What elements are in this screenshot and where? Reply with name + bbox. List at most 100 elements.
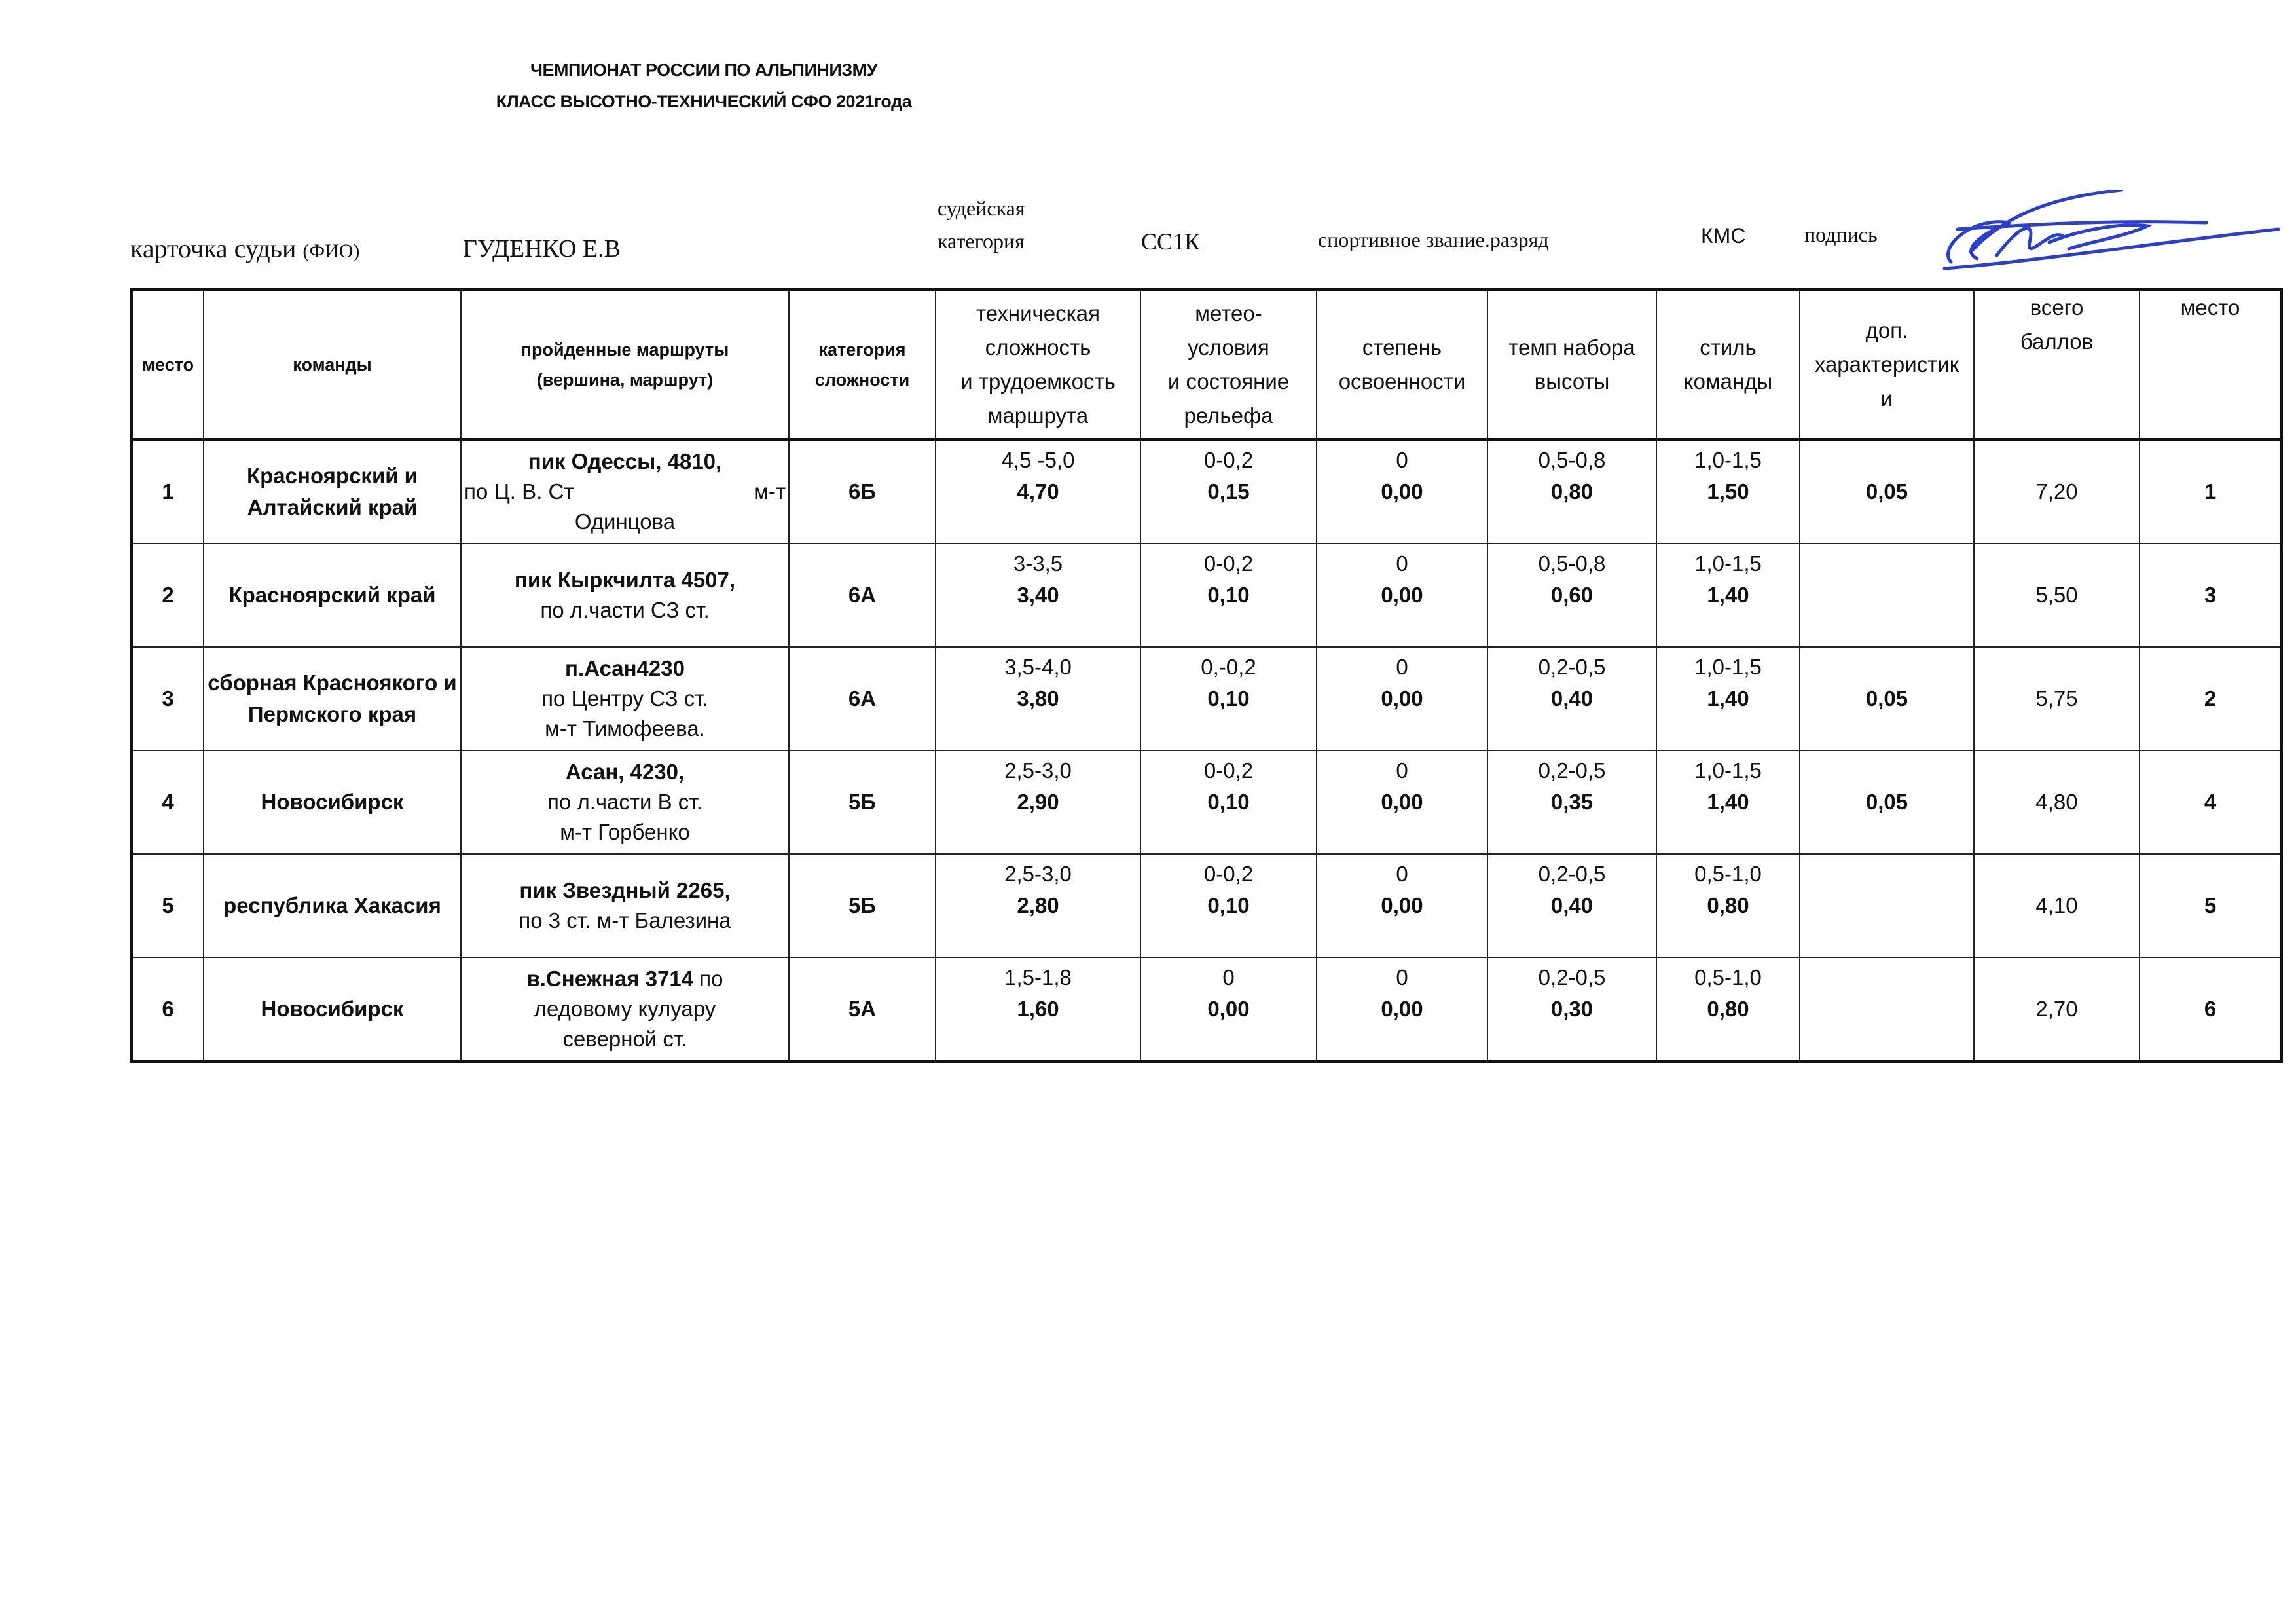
style-score-value: 1,40	[1707, 790, 1749, 814]
difficulty-category: 6Б	[788, 439, 936, 544]
difficulty-category: 5Б	[788, 853, 936, 958]
style-score-range: 1,0-1,5	[1694, 655, 1762, 679]
mastery-score-range: 0	[1396, 758, 1408, 783]
pace-score-range: 0,2-0,5	[1538, 965, 1606, 989]
extra-score	[1799, 853, 1975, 958]
route-cell: пик Кыркчилта 4507, по л.части СЗ ст.	[460, 543, 790, 648]
team-name: республика Хакасия	[203, 853, 462, 958]
route-line: по л.части СЗ ст.	[464, 595, 786, 625]
judge-category-value: СС1К	[1141, 229, 1201, 255]
rank-label: спортивное звание.разряд	[1318, 228, 1549, 251]
style-score-value: 1,40	[1707, 686, 1749, 710]
route-cell: в.Снежная 3714 по ледовому кулуару северно…	[460, 957, 790, 1062]
meteo-score-value: 0,10	[1207, 686, 1250, 710]
mastery-score-range: 0	[1396, 655, 1408, 679]
route-line: м-т Тимофеева.	[464, 714, 786, 744]
table-header-row: место команды пройденные маршруты (вершина…	[131, 289, 2282, 440]
route-line-text: м-т Тимофеева.	[545, 716, 705, 741]
route-title-bold: в.Снежная 3714	[526, 967, 694, 991]
total-score: 4,10	[1973, 853, 2140, 958]
signature	[1942, 190, 2280, 270]
pace-score-value: 0,60	[1550, 583, 1594, 607]
column-header-final-place: место	[2139, 289, 2282, 440]
meteo-score-cell: 0-0,2 0,10	[1140, 543, 1317, 648]
total-score: 5,75	[1973, 646, 2140, 751]
fio-label: (ФИО)	[302, 240, 360, 262]
final-place: 6	[2139, 957, 2282, 1062]
style-score-value: 1,40	[1707, 583, 1749, 607]
signature-label: подпись	[1804, 223, 1878, 246]
technical-score-range: 4,5 -5,0	[1001, 448, 1075, 472]
pace-score-value: 0,30	[1550, 997, 1594, 1021]
extra-score: 0,05	[1799, 646, 1975, 751]
row-number: 2	[131, 543, 204, 648]
column-header-team: команды	[203, 289, 462, 440]
row-number: 3	[131, 646, 204, 751]
total-score: 4,80	[1973, 750, 2140, 855]
technical-score-range: 1,5-1,8	[1004, 965, 1072, 989]
row-number: 4	[131, 750, 204, 855]
route-title-bold: п.Асан4230	[565, 656, 685, 680]
route-line-text: северной ст.	[562, 1027, 687, 1051]
mastery-score-range: 0	[1396, 965, 1408, 989]
meteo-score-value: 0,10	[1207, 790, 1250, 814]
judge-category-label-2: категория	[938, 229, 1025, 253]
mastery-score-cell: 0 0,00	[1316, 750, 1488, 855]
column-header-technical: техническая сложность и трудоемкость мар…	[935, 289, 1141, 440]
pace-score-cell: 0,5-0,8 0,60	[1487, 543, 1657, 648]
judge-name: ГУДЕНКО Е.В	[463, 235, 621, 263]
style-score-cell: 0,5-1,0 0,80	[1656, 957, 1800, 1062]
route-title-bold: пик Одессы, 4810,	[528, 449, 722, 473]
card-label: карточка судьи	[130, 234, 297, 263]
column-header-category: категория сложности	[788, 289, 936, 440]
route-line-text: по л.части В ст.	[547, 790, 702, 814]
route-line: по Ц. В. Ст м-т	[464, 477, 786, 507]
mastery-score-value: 0,00	[1381, 479, 1423, 504]
column-header-place: место	[131, 289, 204, 440]
pace-score-range: 0,2-0,5	[1538, 862, 1606, 886]
final-place: 5	[2139, 853, 2282, 958]
row-number: 5	[131, 853, 204, 958]
technical-score-cell: 3-3,5 3,40	[935, 543, 1141, 648]
technical-score-value: 2,80	[1017, 893, 1059, 917]
difficulty-category: 5А	[788, 957, 936, 1062]
total-score: 5,50	[1973, 543, 2140, 648]
route-cell: п.Асан4230 по Центру СЗ ст. м-т Тимофеева.	[460, 646, 790, 751]
route-line: м-т Горбенко	[464, 817, 786, 847]
style-score-range: 1,0-1,5	[1694, 758, 1762, 783]
style-score-range: 0,5-1,0	[1694, 965, 1762, 989]
technical-score-range: 2,5-3,0	[1004, 862, 1072, 886]
route-cell: пик Одессы, 4810, по Ц. В. Ст м-т Одинцова	[460, 439, 790, 544]
pace-score-cell: 0,2-0,5 0,35	[1487, 750, 1657, 855]
technical-score-range: 3-3,5	[1013, 551, 1063, 576]
route-line: Одинцова	[464, 507, 786, 537]
column-header-pace: темп набора высоты	[1487, 289, 1657, 440]
style-score-cell: 1,0-1,5 1,40	[1656, 750, 1800, 855]
judge-card-label: карточка судьи (ФИО)	[130, 233, 359, 264]
mastery-score-range: 0	[1396, 551, 1408, 576]
technical-score-cell: 3,5-4,0 3,80	[935, 646, 1141, 751]
meteo-score-range: 0-0,2	[1203, 551, 1254, 576]
technical-score-value: 1,60	[1017, 997, 1059, 1021]
total-score: 2,70	[1973, 957, 2140, 1062]
meteo-score-cell: 0,-0,2 0,10	[1140, 646, 1317, 751]
pace-score-cell: 0,5-0,8 0,80	[1487, 439, 1657, 544]
column-header-style: стиль команды	[1656, 289, 1800, 440]
team-name: Красноярский край	[203, 543, 462, 648]
column-header-extra: доп. характеристик и	[1799, 289, 1975, 440]
mastery-score-range: 0	[1396, 862, 1408, 886]
mastery-score-value: 0,00	[1381, 583, 1423, 607]
final-place: 1	[2139, 439, 2282, 544]
rank-value: КМС	[1701, 224, 1746, 248]
mastery-score-cell: 0 0,00	[1316, 646, 1488, 751]
technical-score-cell: 2,5-3,0 2,90	[935, 750, 1141, 855]
pace-score-range: 0,5-0,8	[1538, 551, 1606, 576]
style-score-value: 0,80	[1707, 893, 1749, 917]
route-line-text: м-т Горбенко	[560, 820, 690, 844]
route-line-text: Одинцова	[574, 509, 676, 534]
mastery-score-cell: 0 0,00	[1316, 853, 1488, 958]
meteo-score-value: 0,10	[1207, 893, 1250, 917]
meteo-score-range: 0-0,2	[1203, 862, 1254, 886]
meteo-score-range: 0-0,2	[1203, 448, 1254, 472]
column-header-mastery: степень освоенности	[1316, 289, 1488, 440]
